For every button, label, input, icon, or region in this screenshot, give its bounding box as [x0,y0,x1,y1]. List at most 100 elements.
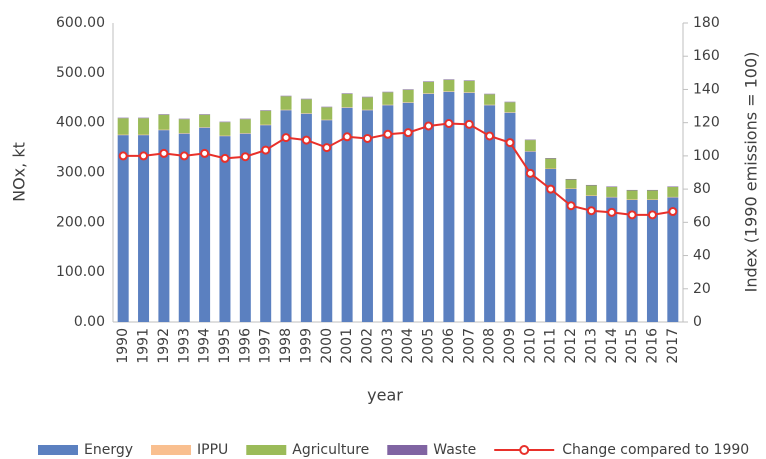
x-tick-label: 2008 [482,328,498,364]
x-tick-label: 1997 [258,328,274,364]
y2-tick-label: 60 [693,214,711,230]
y-tick-label: 600.00 [56,15,105,31]
bar-segment [443,91,455,323]
y2-tick-label: 140 [693,81,720,97]
bar-segment [361,97,373,110]
line-marker [647,210,657,220]
legend-label: IPPU [197,442,228,458]
x-tick-label: 2007 [461,328,477,364]
line-marker [240,152,250,162]
line-marker [566,201,576,211]
x-tick-label: 1994 [197,328,213,364]
bar-segment [382,105,394,322]
bar-segment [504,102,516,113]
bar-segment [402,102,414,322]
bar-segment [585,185,597,196]
line-marker [281,133,291,143]
bar-segment [626,190,638,200]
bar-segment [178,119,190,134]
line-marker [322,143,332,153]
line-marker [668,207,678,217]
legend-swatch [246,445,287,455]
bar-segment [423,81,435,94]
bar-segment [158,114,170,130]
bar-segment [361,110,373,322]
x-tick-label: 2002 [359,328,375,364]
bar-segment [565,179,577,189]
bar-segment [606,197,618,322]
line-marker [424,121,434,131]
bar-segment [219,136,231,322]
y2-tick-label: 180 [693,15,720,31]
bar-segment [646,190,658,200]
bar-segment [117,135,129,322]
x-tick-label: 1993 [176,328,192,364]
x-axis-title: year [367,386,403,405]
bar-segment [260,110,272,125]
line-marker [342,132,352,142]
bar-segment [178,133,190,322]
y-tick-label: 0.00 [74,314,105,330]
line-marker [403,128,413,138]
legend-label: Agriculture [292,442,369,458]
line-marker [200,148,210,158]
x-tick-label: 1998 [278,328,294,364]
y2-tick-label: 0 [693,314,702,330]
legend-swatch [151,445,192,455]
y2-tick-label: 20 [693,281,711,297]
legend-label: Waste [433,442,476,458]
x-tick-label: 2004 [400,328,416,364]
bar-segment [626,199,638,322]
x-tick-label: 1996 [237,328,253,364]
line-marker [464,119,474,129]
bar-segment [423,93,435,322]
x-tick-label: 1990 [115,328,131,364]
y-tick-label: 200.00 [56,214,105,230]
bar-segment [239,133,251,322]
line-marker [139,151,149,161]
bar-segment [402,89,414,103]
y2-tick-label: 80 [693,181,711,197]
bar-segment [300,99,312,114]
bar-segment [321,107,333,120]
x-tick-label: 1992 [156,328,172,364]
bar-segment [300,113,312,323]
x-tick-label: 2000 [319,328,335,364]
y2-tick-label: 100 [693,148,720,164]
line-marker [505,138,515,148]
x-tick-label: 2010 [522,328,538,364]
bar-segment [565,188,577,322]
line-marker [525,168,535,178]
y-axis-title: NOx, kt [10,142,29,202]
bar-segment [504,112,516,322]
y-tick-label: 500.00 [56,65,105,81]
bar-segment [606,186,618,197]
line-marker [607,207,617,217]
bar-segment [484,105,496,322]
bar-segment [260,125,272,323]
bar-segment [280,96,292,110]
x-tick-label: 2005 [421,328,437,364]
line-marker [586,206,596,216]
legend-marker [519,445,530,455]
line-marker [220,153,230,163]
legend-label: Change compared to 1990 [562,442,749,458]
bar-segment [524,151,536,322]
bar-segment [646,199,658,322]
x-tick-label: 2013 [583,328,599,364]
x-tick-label: 2015 [624,328,640,364]
bar-segment [138,135,150,322]
bar-segment [585,195,597,322]
bar-segment [117,118,129,135]
bar-segment [321,120,333,322]
y2-tick-label: 160 [693,48,720,64]
x-tick-label: 1999 [298,328,314,364]
x-tick-label: 2017 [665,328,681,364]
y-tick-label: 100.00 [56,264,105,280]
bar-segment [382,92,394,105]
line-marker [485,131,495,141]
x-tick-label: 2016 [644,328,660,364]
bar-segment [239,119,251,134]
x-tick-label: 2006 [441,328,457,364]
x-tick-label: 2009 [502,328,518,364]
